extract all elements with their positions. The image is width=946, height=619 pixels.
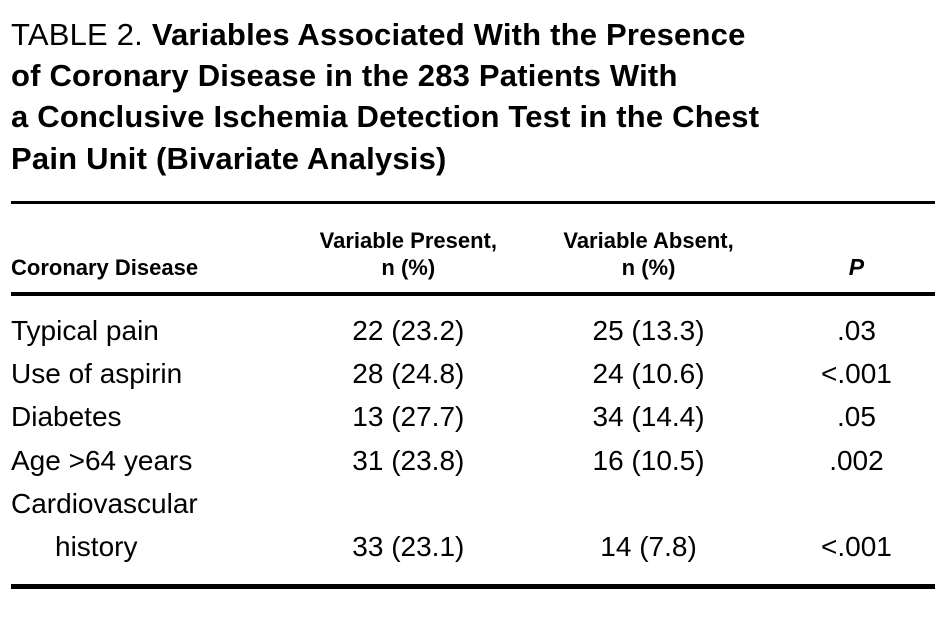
header-variable-absent: Variable Absent, n (%) [519, 202, 778, 296]
cell-empty [519, 482, 778, 525]
cell-absent: 14 (7.8) [600, 531, 697, 563]
cell-absent: 24 (10.6) [592, 357, 705, 389]
table-title-line: Variables Associated With the Presence [151, 17, 746, 52]
cell-variable-line1: Cardiovascular [11, 488, 198, 520]
cell-p-value: .002 [829, 444, 884, 476]
table-row: Typical pain 22 (23.2) 25 (13.3) .03 [11, 294, 935, 352]
cell-p-value: .03 [836, 314, 876, 346]
cell-p-value: <.001 [821, 531, 892, 563]
cell-variable: Diabetes [11, 401, 122, 433]
table-row: history 33 (23.1) 14 (7.8) <.001 [11, 525, 935, 586]
table-title-line: of Coronary Disease in the 283 Patients … [11, 58, 678, 94]
cell-absent: 34 (14.4) [592, 401, 705, 433]
table-row: Age >64 years 31 (23.8) 16 (10.5) .002 [11, 439, 935, 482]
table-row: Diabetes 13 (27.7) 34 (14.4) .05 [11, 395, 935, 438]
header-variable-absent-line2: n (%) [621, 254, 676, 280]
cell-p-value: <.001 [821, 357, 892, 389]
header-variable-present-line1: Variable Present, [319, 227, 497, 253]
table-row: Use of aspirin 28 (24.8) 24 (10.6) <.001 [11, 352, 935, 395]
header-variable-present: Variable Present, n (%) [297, 202, 520, 296]
cell-present: 28 (24.8) [352, 357, 465, 389]
cell-variable: Typical pain [11, 314, 159, 346]
header-variable-present-line2: n (%) [381, 254, 436, 280]
table-title-line: Pain Unit (Bivariate Analysis) [11, 140, 447, 176]
header-coronary-disease: Coronary Disease [11, 202, 298, 296]
cell-present: 13 (27.7) [352, 401, 465, 433]
cell-variable: Age >64 years [11, 444, 193, 476]
cell-present: 22 (23.2) [352, 314, 465, 346]
cell-absent: 16 (10.5) [592, 444, 705, 476]
cell-present: 31 (23.8) [352, 444, 465, 476]
cell-present: 33 (23.1) [352, 531, 465, 563]
cell-empty [297, 482, 519, 525]
table-caption: TABLE 2. Variables Associated With the P… [11, 14, 935, 179]
header-row: Coronary Disease Variable Present, n (%)… [11, 202, 935, 296]
table-row: Cardiovascular [11, 482, 935, 525]
cell-p-value: .05 [836, 401, 876, 433]
header-variable-absent-line1: Variable Absent, [563, 227, 734, 253]
header-p-value: P [777, 202, 935, 296]
table-title-line: a Conclusive Ischemia Detection Test in … [11, 99, 760, 135]
data-table: Coronary Disease Variable Present, n (%)… [11, 200, 935, 589]
table-caption-label: TABLE 2. [11, 17, 143, 52]
cell-variable: Use of aspirin [11, 357, 183, 389]
cell-variable-line2: history [55, 531, 138, 563]
cell-absent: 25 (13.3) [592, 314, 705, 346]
cell-empty [778, 482, 935, 525]
